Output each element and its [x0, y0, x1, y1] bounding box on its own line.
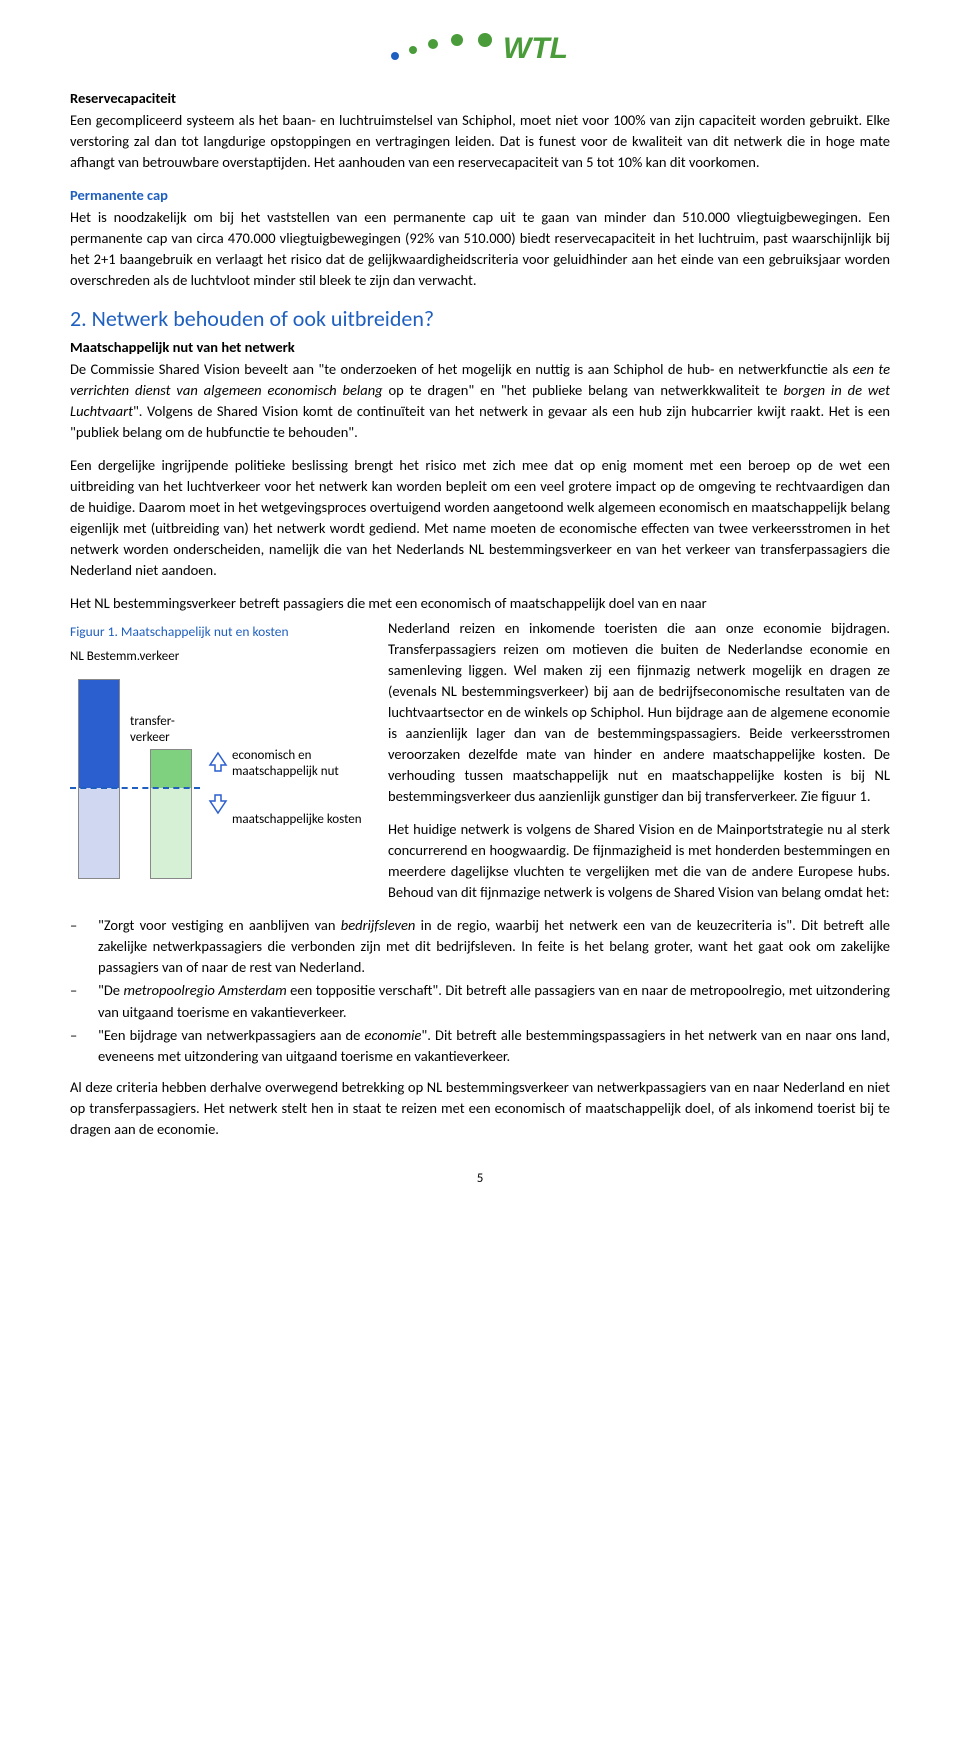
para-permanente-cap: Het is noodzakelijk om bij het vaststell… — [70, 207, 890, 291]
text: "Zorgt voor vestiging en aanblijven van — [98, 916, 341, 934]
arrow-up-icon — [208, 751, 228, 779]
para-nut-3: Het NL bestemmingsverkeer betreft passag… — [70, 593, 890, 614]
heading-section-2: 2. Netwerk behouden of ook uitbreiden? — [70, 303, 890, 335]
text: "Een bijdrage van netwerkpassagiers aan … — [98, 1026, 365, 1044]
figure-label-nl: NL Bestemm.verkeer — [70, 648, 370, 667]
italic: economie — [365, 1026, 422, 1044]
text: Het NL bestemmingsverkeer betreft passag… — [70, 594, 707, 612]
heading-reservecapaciteit: Reservecapaciteit — [70, 88, 890, 109]
para-nut-2: Een dergelijke ingrijpende politieke bes… — [70, 455, 890, 581]
text: De Commissie Shared Vision beveelt aan "… — [70, 360, 853, 378]
label-transfer: transfer- verkeer — [130, 714, 175, 747]
chart-area: transfer- verkeer economisch en maatschap… — [70, 669, 360, 879]
text: op te dragen" en "het publieke belang va… — [383, 381, 784, 399]
list-item: "Zorgt voor vestiging en aanblijven van … — [70, 915, 890, 978]
bar-nl — [78, 679, 120, 879]
legend-nut: economisch en maatschappelijk nut — [232, 748, 352, 781]
legend-kosten: maatschappelijke kosten — [232, 812, 362, 828]
bar-transfer — [150, 749, 192, 879]
italic: bedrijfsleven — [341, 916, 416, 934]
para-reserve: Een gecompliceerd systeem als het baan- … — [70, 110, 890, 173]
svg-text:WTL: WTL — [503, 32, 568, 64]
list-item: "De metropoolregio Amsterdam een topposi… — [70, 980, 890, 1022]
arrow-down-icon — [208, 793, 228, 821]
figure-caption: Figuur 1. Maatschappelijk nut en kosten — [70, 622, 370, 642]
logo-wtl: WTL — [70, 30, 890, 70]
heading-permanente-cap: Permanente cap — [70, 185, 890, 206]
text: "De — [98, 981, 123, 999]
page-number: 5 — [70, 1170, 890, 1189]
heading-maatschappelijk-nut: Maatschappelijk nut van het netwerk — [70, 337, 890, 358]
bullet-list: "Zorgt voor vestiging en aanblijven van … — [70, 915, 890, 1066]
para-nut-1: De Commissie Shared Vision beveelt aan "… — [70, 359, 890, 443]
italic: metropoolregio Amsterdam — [123, 981, 286, 999]
dashed-divider — [70, 787, 200, 789]
para-closing: Al deze criteria hebben derhalve overweg… — [70, 1077, 890, 1140]
text: ". Volgens de Shared Vision komt de cont… — [70, 402, 890, 441]
figure-1: Figuur 1. Maatschappelijk nut en kosten … — [70, 622, 370, 878]
list-item: "Een bijdrage van netwerkpassagiers aan … — [70, 1025, 890, 1067]
